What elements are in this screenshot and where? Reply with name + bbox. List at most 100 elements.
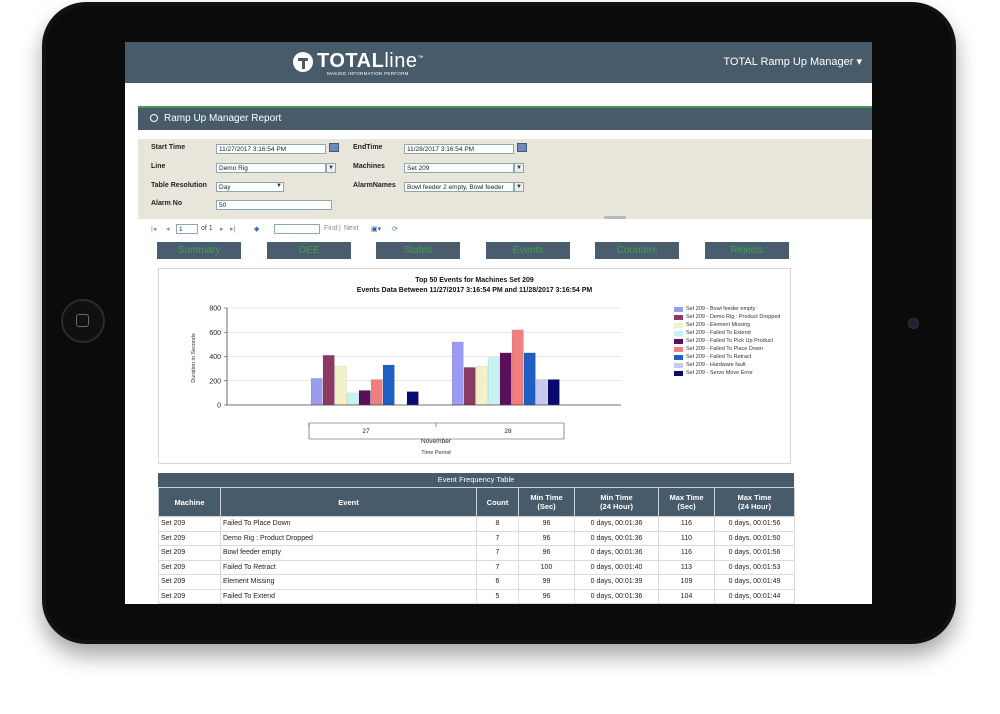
start-time-label: Start Time xyxy=(151,144,186,151)
machines-select[interactable]: Set 209 xyxy=(404,163,514,173)
table-cell: Set 209 xyxy=(158,574,221,590)
end-calendar-icon[interactable] xyxy=(517,143,527,152)
chart-bar xyxy=(499,352,512,406)
alarm-names-select[interactable]: Bowl feeder 2 empty, Bowl feeder xyxy=(404,182,514,192)
collapse-circle-icon[interactable] xyxy=(150,114,158,122)
line-select[interactable]: Demo Rig xyxy=(216,163,326,173)
refresh-icon[interactable]: ⟳ xyxy=(392,226,398,233)
legend-label: Set 209 - Failed To Extend xyxy=(686,330,751,336)
find-link[interactable]: Find xyxy=(324,225,338,232)
table-header: Max Time (24 Hour) xyxy=(714,487,795,517)
machines-label: Machines xyxy=(353,163,385,170)
logo-t-icon xyxy=(293,52,313,72)
table-header: Machine xyxy=(158,487,221,517)
legend-label: Set 209 - Servo Move Error xyxy=(686,370,753,376)
report-panel: Ramp Up Manager Report Start Time 11/27/… xyxy=(138,106,872,604)
page-number-field[interactable]: 1 xyxy=(176,224,198,234)
end-time-label: EndTime xyxy=(353,144,383,151)
logo-tagline: MAKING INFORMATION PERFORM xyxy=(327,71,409,76)
table-cell: 0 days, 00:01:36 xyxy=(574,545,659,561)
legend-label: Set 209 - Failed To Place Down xyxy=(686,346,763,352)
legend-swatch xyxy=(674,371,683,376)
table-cell: Element Missing xyxy=(220,574,477,590)
legend-swatch xyxy=(674,323,683,328)
table-cell: Set 209 xyxy=(158,516,221,532)
legend-label: Set 209 - Failed To Retract xyxy=(686,354,752,360)
export-save-icon[interactable]: ▣▾ xyxy=(371,226,382,233)
chart-bar xyxy=(535,379,548,406)
legend-swatch xyxy=(674,355,683,360)
legend-swatch xyxy=(674,331,683,336)
table-cell: 7 xyxy=(476,559,519,575)
app-screen: TOTALline™ MAKING INFORMATION PERFORM TO… xyxy=(125,42,872,604)
line-chevron-down-icon[interactable]: ▼ xyxy=(326,163,336,173)
chart-bar xyxy=(451,341,464,406)
report-title: Ramp Up Manager Report xyxy=(164,113,282,124)
legend-item: Set 209 - Demo Rig : Product Dropped xyxy=(672,314,782,321)
back-arrow-icon[interactable]: ◆ xyxy=(254,226,260,233)
table-cell: 109 xyxy=(658,574,715,590)
tab-rejects[interactable]: Rejects xyxy=(705,242,789,259)
resolution-chevron-down-icon[interactable]: ▼ xyxy=(276,183,282,189)
y-tick-label: 800 xyxy=(209,306,221,313)
tab-counters[interactable]: Counters xyxy=(595,242,679,259)
legend-swatch xyxy=(674,363,683,368)
table-cell: Demo Rig : Product Dropped xyxy=(220,530,477,546)
table-resolution-select[interactable]: Day xyxy=(216,182,284,192)
tab-summary[interactable]: Summary xyxy=(157,242,241,259)
legend-item: Set 209 - Failed To Pick Up Product xyxy=(672,338,782,345)
table-cell: Set 209 xyxy=(158,588,221,604)
table-cell: 96 xyxy=(518,530,575,546)
tab-events[interactable]: Events xyxy=(486,242,570,259)
chart-bar xyxy=(406,391,419,406)
app-menu-dropdown[interactable]: TOTAL Ramp Up Manager ▾ xyxy=(723,56,862,68)
table-cell: Bowl feeder empty xyxy=(220,545,477,561)
prev-page-icon[interactable]: ◂ xyxy=(166,226,170,233)
legend-item: Set 209 - Failed To Place Down xyxy=(672,346,782,353)
table-cell: Set 209 xyxy=(158,545,221,561)
chart-bar xyxy=(346,392,359,406)
start-time-field[interactable]: 11/27/2017 3:16:54 PM xyxy=(216,144,326,154)
machines-chevron-down-icon[interactable]: ▼ xyxy=(514,163,524,173)
table-row: Set 209 Demo Rig : Product Dropped 7 96 0 da… xyxy=(158,530,795,546)
end-time-field[interactable]: 11/28/2017 3:16:54 PM xyxy=(404,144,514,154)
start-calendar-icon[interactable] xyxy=(329,143,339,152)
last-page-icon[interactable]: ▸| xyxy=(230,226,236,233)
next-page-icon[interactable]: ▸ xyxy=(220,226,224,233)
events-chart: Top 50 Events for Machines Set 209 Event… xyxy=(158,268,791,464)
freq-table-title: Event Frequency Table xyxy=(158,473,794,487)
chart-bar xyxy=(547,379,560,406)
alarm-names-label: AlarmNames xyxy=(353,182,396,189)
next-link[interactable]: Next xyxy=(344,225,359,232)
x-category-label: 28 xyxy=(504,428,512,435)
alarm-no-label: Alarm No xyxy=(151,200,183,207)
legend-item: Set 209 - Hardware fault xyxy=(672,362,782,369)
alarm-no-field[interactable]: 50 xyxy=(216,200,332,210)
legend-label: Set 209 - Failed To Pick Up Product xyxy=(686,338,774,344)
report-title-bar: Ramp Up Manager Report xyxy=(138,108,872,130)
table-cell: 0 days, 00:01:36 xyxy=(574,516,659,532)
table-row: Set 209 Bowl feeder empty 7 96 0 days, 00:01… xyxy=(158,545,795,561)
table-cell: 0 days, 00:01:49 xyxy=(714,574,795,590)
chart-bar xyxy=(310,378,323,406)
table-cell: 0 days, 00:01:44 xyxy=(714,588,795,604)
legend-label: Set 209 - Element Missing xyxy=(686,322,751,328)
find-input[interactable] xyxy=(274,224,320,234)
tab-states[interactable]: States xyxy=(376,242,460,259)
first-page-icon[interactable]: |◂ xyxy=(151,226,157,233)
tab-oee[interactable]: OEE xyxy=(267,242,351,259)
table-header: Min Time (24 Hour) xyxy=(574,487,659,517)
table-cell: 0 days, 00:01:56 xyxy=(714,545,795,561)
table-cell: 0 days, 00:01:39 xyxy=(574,574,659,590)
table-cell: 116 xyxy=(658,545,715,561)
home-button[interactable] xyxy=(61,299,105,343)
table-cell: 99 xyxy=(518,574,575,590)
legend-label: Set 209 - Hardware fault xyxy=(686,362,746,368)
y-tick-label: 600 xyxy=(209,330,221,337)
params-collapse-handle[interactable] xyxy=(604,216,626,219)
table-cell: Failed To Retract xyxy=(220,559,477,575)
table-cell: 0 days, 00:01:36 xyxy=(574,530,659,546)
legend-swatch xyxy=(674,315,683,320)
alarm-names-chevron-down-icon[interactable]: ▼ xyxy=(514,182,524,192)
y-tick-label: 400 xyxy=(209,354,221,361)
